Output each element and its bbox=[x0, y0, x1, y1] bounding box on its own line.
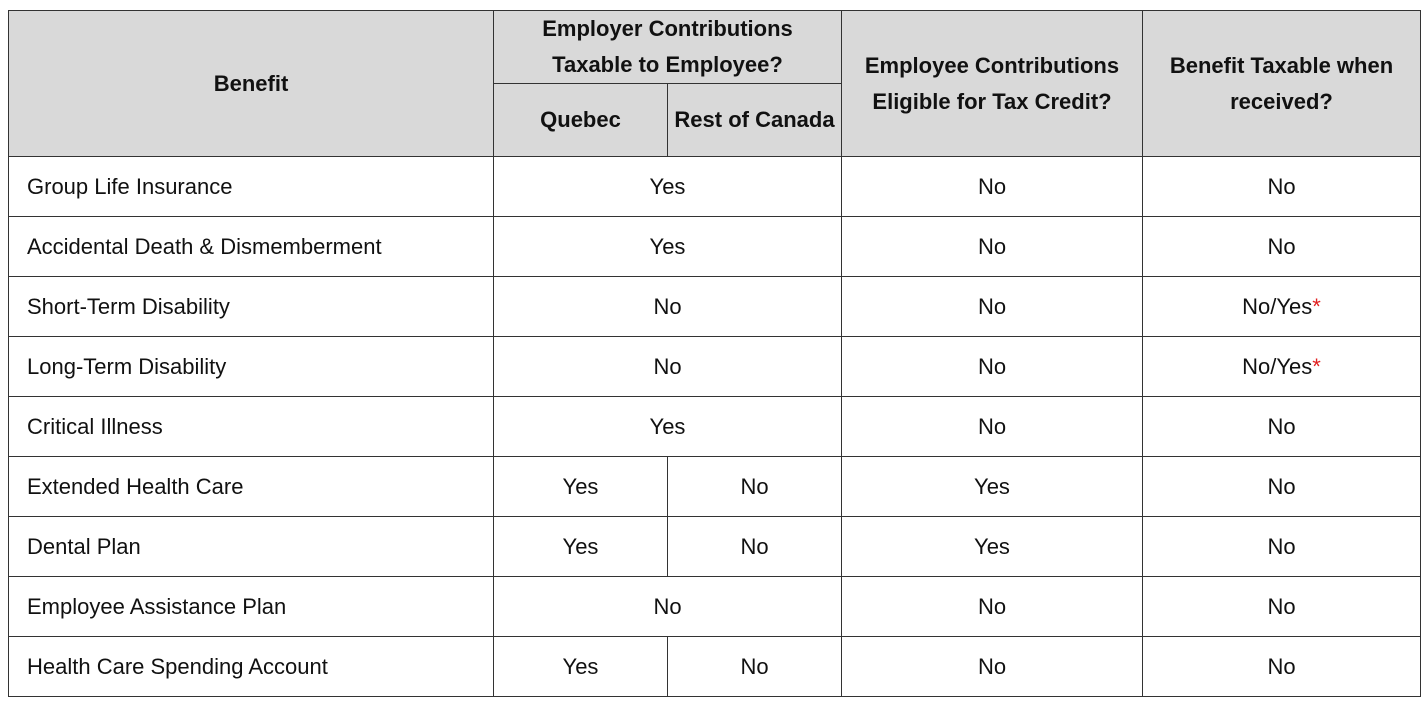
cell-text: No/Yes bbox=[1242, 353, 1313, 379]
benefit-name: Critical Illness bbox=[8, 396, 494, 457]
benefit-name: Long-Term Disability bbox=[8, 336, 494, 397]
header-cell: Quebec bbox=[493, 83, 668, 157]
cell: Yes bbox=[493, 216, 842, 277]
benefit-name: Accidental Death & Dismemberment bbox=[8, 216, 494, 277]
cell: No/Yes* bbox=[1142, 276, 1421, 337]
table-row: Long-Term Disability No No No/Yes* bbox=[8, 336, 1421, 397]
table-row: Group Life Insurance Yes No No bbox=[8, 156, 1421, 217]
cell: No bbox=[493, 276, 842, 337]
header-cell: Benefit bbox=[8, 10, 494, 157]
header-cell: Employee Contributions Eligible for Tax … bbox=[841, 10, 1143, 157]
cell: No bbox=[1142, 396, 1421, 457]
table-row: Critical Illness Yes No No bbox=[8, 396, 1421, 457]
table-row: Accidental Death & Dismemberment Yes No No bbox=[8, 216, 1421, 277]
cell: Yes bbox=[493, 156, 842, 217]
cell: No bbox=[493, 336, 842, 397]
benefit-name: Employee Assistance Plan bbox=[8, 576, 494, 637]
header-cell: Benefit Taxable when received? bbox=[1142, 10, 1421, 157]
cell: No bbox=[667, 456, 842, 517]
cell: No bbox=[1142, 636, 1421, 697]
cell: No bbox=[667, 516, 842, 577]
note-marker: * bbox=[1312, 293, 1321, 319]
cell: No bbox=[1142, 456, 1421, 517]
benefit-name: Health Care Spending Account bbox=[8, 636, 494, 697]
table-body: Group Life Insurance Yes No No Accidental De… bbox=[8, 156, 1421, 697]
table-row: Dental Plan Yes No Yes No bbox=[8, 516, 1421, 577]
cell: Yes bbox=[841, 516, 1143, 577]
cell: No bbox=[1142, 156, 1421, 217]
cell: No bbox=[841, 276, 1143, 337]
benefit-name: Group Life Insurance bbox=[8, 156, 494, 217]
cell: Yes bbox=[493, 396, 842, 457]
cell: No bbox=[841, 156, 1143, 217]
cell: No bbox=[841, 216, 1143, 277]
cell: Yes bbox=[841, 456, 1143, 517]
cell: No bbox=[667, 636, 842, 697]
cell: No bbox=[1142, 516, 1421, 577]
benefit-name: Dental Plan bbox=[8, 516, 494, 577]
cell: No bbox=[841, 336, 1143, 397]
table-row: Health Care Spending Account Yes No No No bbox=[8, 636, 1421, 697]
header-cell: Employer Contributions Taxable to Employ… bbox=[493, 10, 842, 84]
cell: Yes bbox=[493, 456, 668, 517]
cell: Yes bbox=[493, 516, 668, 577]
table-row: Employee Assistance Plan No No No bbox=[8, 576, 1421, 637]
benefit-name: Extended Health Care bbox=[8, 456, 494, 517]
benefits-table: Benefit Employer Contributions Taxable t… bbox=[8, 10, 1421, 697]
table-row: Short-Term Disability No No No/Yes* bbox=[8, 276, 1421, 337]
cell: No bbox=[1142, 216, 1421, 277]
cell-text: No/Yes bbox=[1242, 293, 1313, 319]
table-header: Benefit Employer Contributions Taxable t… bbox=[8, 10, 1421, 157]
benefit-name: Short-Term Disability bbox=[8, 276, 494, 337]
cell: No bbox=[841, 396, 1143, 457]
table-row: Extended Health Care Yes No Yes No bbox=[8, 456, 1421, 517]
cell: No/Yes* bbox=[1142, 336, 1421, 397]
cell: Yes bbox=[493, 636, 668, 697]
header-cell: Rest of Canada bbox=[667, 83, 842, 157]
cell: No bbox=[493, 576, 842, 637]
cell: No bbox=[841, 576, 1143, 637]
cell: No bbox=[841, 636, 1143, 697]
note-marker: * bbox=[1312, 353, 1321, 379]
cell: No bbox=[1142, 576, 1421, 637]
